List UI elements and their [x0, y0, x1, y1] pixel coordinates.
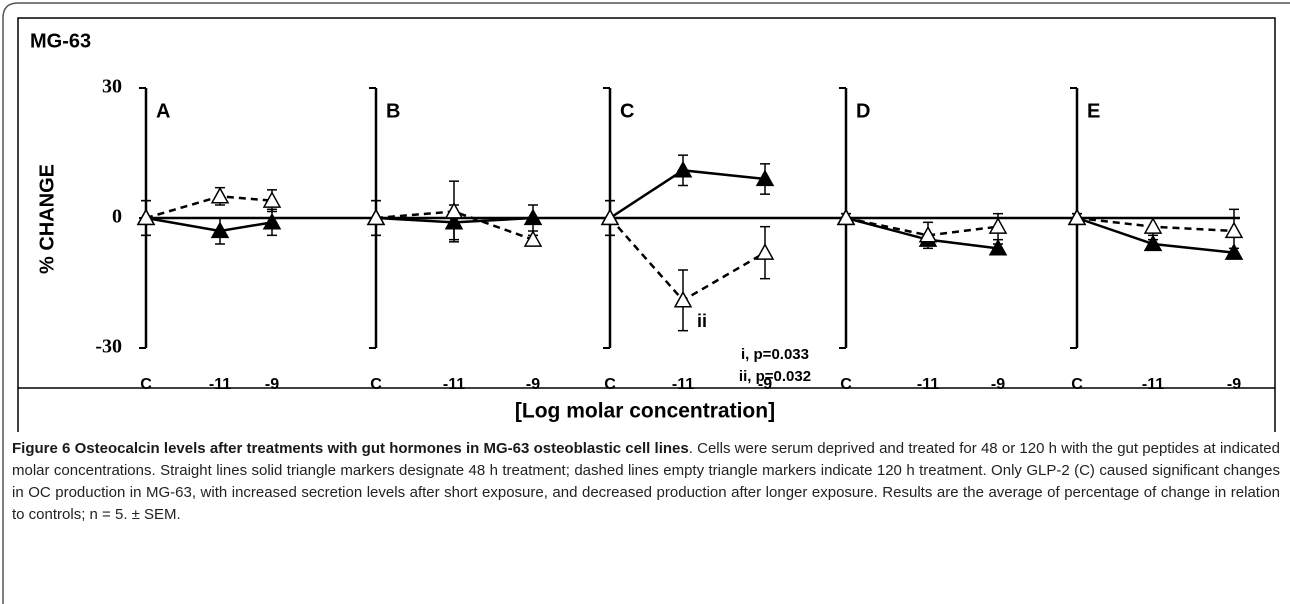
marker [1224, 221, 1244, 239]
x-tick-label: -11 [917, 376, 939, 393]
x-tick-label: -11 [1142, 376, 1164, 393]
panel-label: E [1087, 100, 1100, 122]
panel-label: D [856, 100, 870, 122]
marker [755, 169, 775, 187]
x-tick-label: C [1071, 376, 1083, 393]
marker [600, 208, 620, 226]
y-tick-label: 0 [112, 206, 122, 228]
marker [444, 201, 464, 219]
chart-title: MG-63 [30, 30, 91, 52]
marker [755, 243, 775, 260]
marker [136, 208, 156, 226]
x-tick-label: C [604, 376, 616, 393]
x-tick-label: C [140, 376, 152, 393]
marker [673, 290, 693, 308]
x-tick-label: -9 [991, 376, 1005, 393]
caption-title: Osteocalcin levels after treatments with… [74, 440, 689, 457]
x-tick-label: -11 [672, 376, 694, 393]
x-tick-label: -9 [1227, 376, 1241, 393]
caption-text: . Cells were serum deprived and treated … [12, 440, 1280, 523]
marker [210, 221, 230, 239]
marker [988, 217, 1008, 234]
series-line [145, 195, 273, 220]
series-line [845, 216, 999, 237]
panel-label: C [620, 100, 634, 122]
marker [210, 186, 230, 204]
x-tick-label: -9 [265, 376, 279, 393]
x-tick-label: -9 [526, 376, 540, 393]
x-tick-label: C [370, 376, 382, 393]
marker [366, 208, 386, 226]
y-axis-label: % CHANGE [36, 164, 58, 274]
x-tick-label: -9 [758, 376, 772, 393]
marker [918, 225, 938, 243]
marker [1143, 217, 1163, 234]
caption-label: Figure 6 [12, 440, 71, 457]
marker [262, 212, 282, 230]
series-line [609, 217, 766, 302]
series-line [145, 216, 273, 233]
x-tick-label: -11 [443, 376, 465, 393]
y-tick-label: 30 [102, 76, 122, 98]
x-tick-label: -11 [209, 376, 231, 393]
marker [673, 160, 693, 178]
marker [1143, 234, 1163, 252]
x-axis-label: [Log molar concentration] [515, 400, 775, 423]
marker [988, 238, 1008, 256]
y-tick-label: -30 [95, 336, 122, 358]
marker [836, 208, 856, 226]
annotation: i, p=0.033 [741, 346, 809, 363]
panel-label: B [386, 100, 400, 122]
plot-frame [17, 17, 1276, 389]
marker [1067, 208, 1087, 226]
caption: Figure 6 Osteocalcin levels after treatm… [12, 438, 1280, 526]
x-tick-label: C [840, 376, 852, 393]
annotation: ii, p=0.032 [739, 368, 811, 385]
panel-label: A [156, 100, 170, 122]
marker [523, 208, 543, 226]
marker [523, 230, 543, 247]
point-annotation: ii [697, 311, 707, 331]
marker [262, 191, 282, 208]
